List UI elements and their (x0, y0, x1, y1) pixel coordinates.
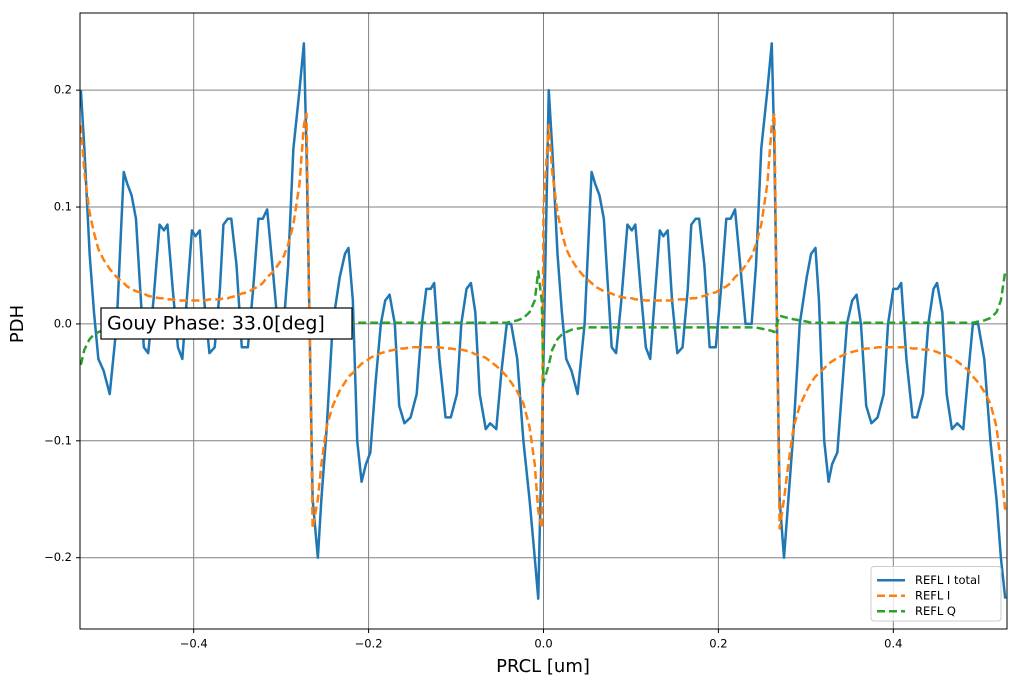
y-tick-label: 0.2 (54, 83, 72, 97)
ticks: −0.4 −0.2 0.0 0.2 0.4 −0.2 −0.1 0.0 0.1 0.2 (44, 83, 902, 651)
y-tick-label: 0.0 (54, 316, 72, 330)
y-tick-label: −0.1 (44, 433, 72, 447)
y-tick-label: −0.2 (44, 550, 72, 564)
annotation-box (100, 307, 353, 340)
y-axis-label: PDH (7, 305, 28, 343)
x-tick-label: −0.2 (355, 637, 383, 651)
x-tick-label: 0.2 (709, 637, 727, 651)
x-tick-label: 0.0 (534, 637, 552, 651)
annotation: Gouy Phase: 33.0[deg] (107, 313, 325, 335)
x-tick-label: 0.4 (884, 637, 902, 651)
x-tick-label: −0.4 (180, 637, 208, 651)
x-axis-label: PRCL [um] (496, 656, 590, 677)
legend-label: REFL I (915, 588, 950, 602)
y-tick-label: 0.1 (54, 200, 72, 214)
legend-label: REFL I total (915, 573, 980, 587)
legend-label: REFL Q (915, 604, 956, 618)
